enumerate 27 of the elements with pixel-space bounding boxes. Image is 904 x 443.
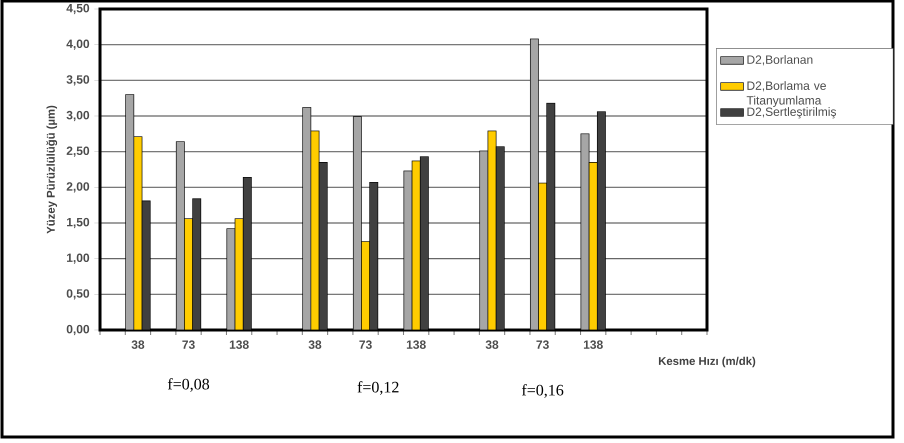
x-tick-label: 138	[584, 340, 603, 349]
x-tick-label: 38	[132, 340, 144, 349]
text: f=0,12	[358, 381, 398, 395]
x-tick-label: 73	[536, 340, 549, 349]
x-tick-label: 138	[230, 340, 249, 349]
x-tick-label: 73	[182, 340, 195, 349]
x-axis-title: Kesme Hızı (m/dk)	[658, 356, 756, 368]
x-tick-label: 38	[486, 340, 498, 349]
x-tick-label: 38	[308, 340, 322, 349]
y-tick-label: 4,50	[66, 4, 90, 14]
y-tick-label: 3,00	[66, 110, 90, 122]
y-tick-label: 1,50	[67, 218, 90, 228]
text: f=0,08	[168, 378, 210, 392]
x-tick-label: 73	[359, 340, 372, 349]
legend-label: D2,Borlanan	[747, 55, 812, 66]
text: f=0,16	[522, 384, 564, 398]
y-tick-label: 2,50	[66, 146, 90, 157]
x-tick-label: 138	[406, 340, 426, 349]
y-tick-label: 0,50	[66, 289, 90, 300]
y-tick-label: 4,00	[66, 40, 90, 50]
y-tick-label: 3,50	[66, 75, 90, 86]
y-tick-label: 2,00	[66, 182, 90, 192]
y-axis-title: Yüzey Pürüzlülüğü (µm)	[46, 106, 58, 234]
legend-label: D2,Sertleştirilmiş	[747, 107, 836, 118]
y-tick-label: 0,00	[66, 324, 90, 336]
y-tick-label: 1,00	[67, 254, 90, 264]
legend-label: D2,Borlama ve Titanyumlama	[746, 81, 826, 107]
